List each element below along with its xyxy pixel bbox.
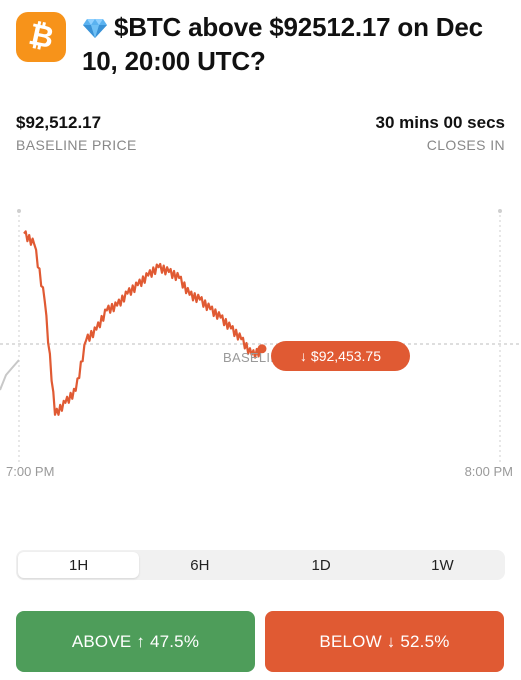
bitcoin-icon: ₿ [16, 12, 66, 62]
market-title-text: $BTC above $92512.17 on Dec 10, 20:00 UT… [82, 12, 483, 76]
tab-1d[interactable]: 1D [311, 556, 331, 574]
closes-in-stat: 30 mins 00 secs CLOSES IN [376, 112, 505, 154]
baseline-price-stat: $92,512.17 BASELINE PRICE [16, 112, 137, 154]
price-chart[interactable]: BASELINE ↓ $92,453.75 7:00 PM 8:00 PM [0, 190, 521, 490]
below-button[interactable]: BELOW ↓ 52.5% [265, 611, 504, 672]
current-price-pill: ↓ $92,453.75 [271, 341, 410, 371]
market-title: $BTC above $92512.17 on Dec 10, 20:00 UT… [82, 10, 516, 78]
end-guide-dot [498, 209, 502, 213]
gem-icon [83, 19, 107, 38]
x-start-label: 7:00 PM [6, 464, 55, 479]
closes-in-label: CLOSES IN [426, 137, 505, 153]
x-end-label: 8:00 PM [464, 464, 513, 479]
closes-in-value: 30 mins 00 secs [375, 113, 505, 132]
above-button[interactable]: ABOVE ↑ 47.5% [16, 611, 255, 672]
tab-1h[interactable]: 1H [18, 552, 140, 578]
baseline-price-value: $92,512.17 [16, 113, 102, 132]
tab-6h[interactable]: 6H [190, 556, 210, 574]
start-guide-dot [17, 209, 21, 213]
price-chart-svg [0, 209, 521, 462]
current-price-dot [257, 344, 267, 354]
price-line [23, 230, 263, 416]
pre-window-line [0, 359, 20, 391]
timeframe-tabs: 1H 6H 1D 1W [16, 550, 505, 580]
baseline-price-label: BASELINE PRICE [16, 137, 137, 153]
tab-1w[interactable]: 1W [431, 556, 454, 574]
market-header: ₿ $BTC above $92512.17 on Dec 10, 20:00 … [16, 10, 516, 82]
